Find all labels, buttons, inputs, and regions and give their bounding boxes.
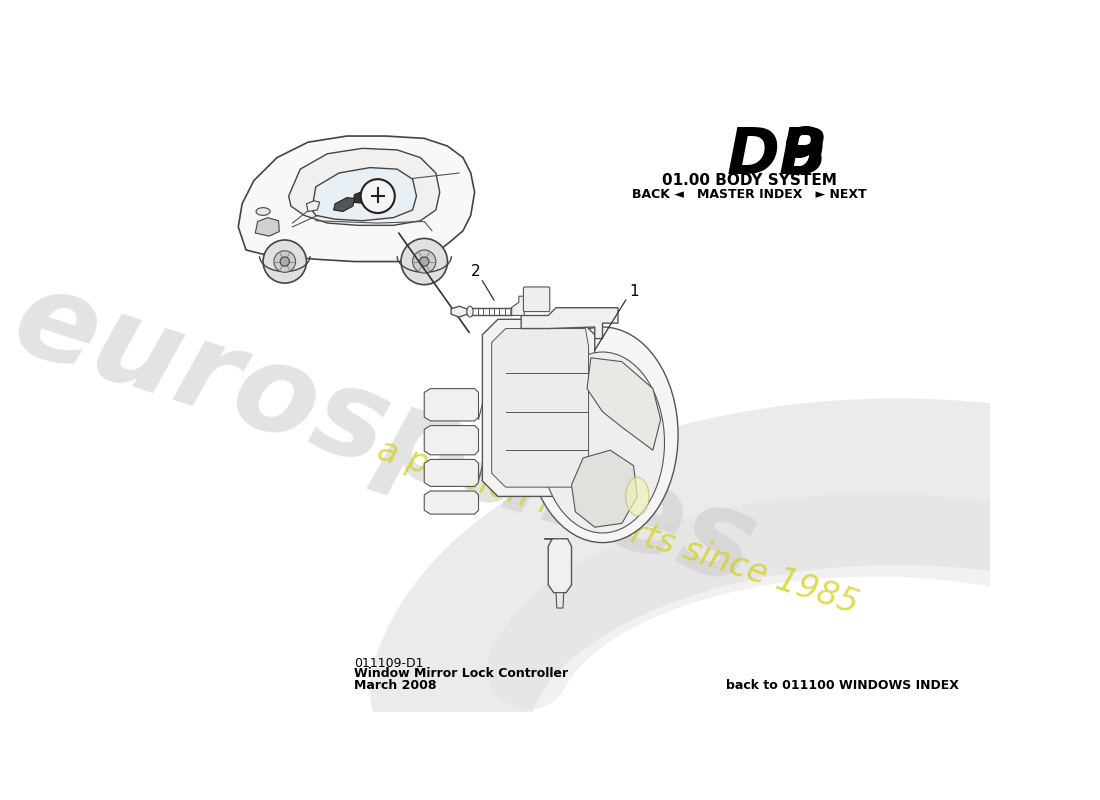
- Ellipse shape: [527, 327, 678, 542]
- Circle shape: [280, 257, 289, 266]
- Text: BACK ◄   MASTER INDEX   ► NEXT: BACK ◄ MASTER INDEX ► NEXT: [632, 188, 867, 202]
- Polygon shape: [483, 319, 595, 496]
- Polygon shape: [587, 358, 661, 450]
- Polygon shape: [255, 218, 279, 236]
- Polygon shape: [512, 296, 525, 315]
- Ellipse shape: [626, 477, 649, 516]
- Text: 011109-D1: 011109-D1: [354, 657, 424, 670]
- Polygon shape: [333, 198, 354, 211]
- Circle shape: [412, 250, 436, 273]
- Polygon shape: [425, 491, 478, 514]
- Polygon shape: [312, 168, 417, 221]
- Polygon shape: [556, 593, 563, 608]
- Polygon shape: [572, 450, 637, 527]
- Text: back to 011100 WINDOWS INDEX: back to 011100 WINDOWS INDEX: [726, 679, 959, 692]
- Text: 01.00 BODY SYSTEM: 01.00 BODY SYSTEM: [662, 173, 837, 188]
- Polygon shape: [521, 308, 618, 338]
- Polygon shape: [425, 389, 478, 421]
- Ellipse shape: [256, 208, 270, 215]
- Circle shape: [263, 240, 307, 283]
- Polygon shape: [353, 188, 385, 204]
- Circle shape: [402, 238, 448, 285]
- Text: 2: 2: [471, 264, 480, 279]
- Polygon shape: [544, 538, 572, 593]
- Text: March 2008: March 2008: [354, 679, 437, 692]
- Ellipse shape: [466, 306, 473, 317]
- Polygon shape: [451, 306, 468, 317]
- Polygon shape: [288, 148, 440, 226]
- Text: Window Mirror Lock Controller: Window Mirror Lock Controller: [354, 667, 569, 680]
- FancyBboxPatch shape: [524, 287, 550, 312]
- Text: DB: DB: [726, 126, 828, 187]
- Polygon shape: [425, 426, 478, 455]
- Circle shape: [274, 250, 296, 272]
- Polygon shape: [239, 136, 474, 262]
- Text: 1: 1: [629, 283, 638, 298]
- Text: eurospares: eurospares: [0, 260, 771, 610]
- Polygon shape: [307, 201, 320, 211]
- Text: a passion for parts since 1985: a passion for parts since 1985: [373, 434, 862, 621]
- Polygon shape: [492, 329, 588, 487]
- Circle shape: [361, 179, 395, 213]
- Text: 9: 9: [781, 126, 825, 187]
- Circle shape: [419, 257, 429, 266]
- Polygon shape: [425, 459, 478, 486]
- Ellipse shape: [540, 352, 664, 533]
